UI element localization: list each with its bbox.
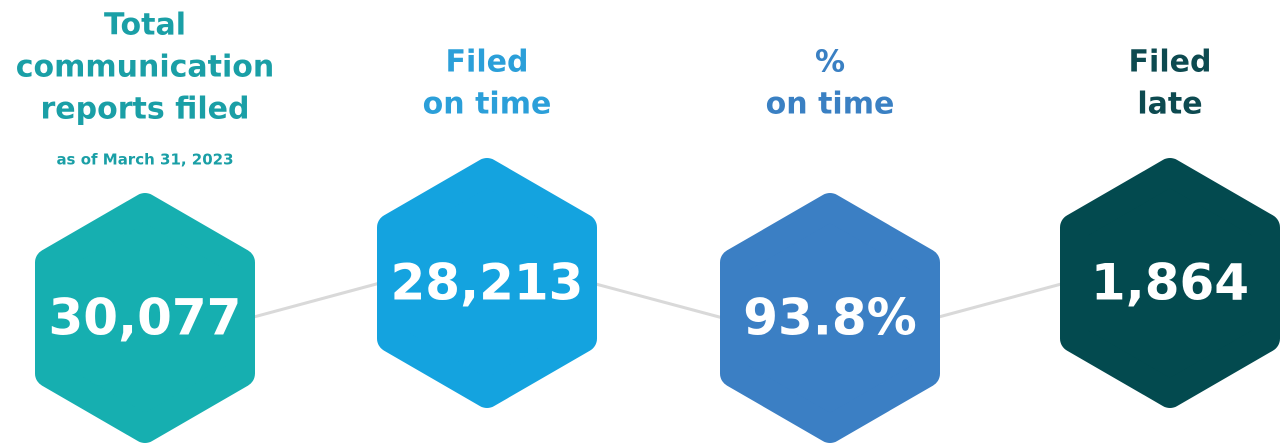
item-title: % <box>815 45 845 80</box>
connector <box>934 281 1066 320</box>
connectors <box>249 281 1066 320</box>
item-value: 30,077 <box>49 289 242 347</box>
item-title: Filed <box>1129 45 1212 80</box>
hexagon <box>1060 158 1280 408</box>
hexagon <box>720 193 940 443</box>
item-title: reports filed <box>40 92 249 127</box>
item-value: 93.8% <box>743 289 916 347</box>
item-title: Total <box>104 8 186 43</box>
hexagon <box>377 158 597 408</box>
item-title: Filed <box>446 45 529 80</box>
item-value: 1,864 <box>1091 254 1249 312</box>
hexagon <box>35 193 255 443</box>
item-title: on time <box>423 87 552 122</box>
item-title: on time <box>766 87 895 122</box>
item-value: 28,213 <box>391 254 584 312</box>
item-title: late <box>1137 87 1202 122</box>
item-title: communication <box>16 50 275 85</box>
item-subtitle: as of March 31, 2023 <box>56 151 233 169</box>
connector <box>591 281 724 320</box>
connector <box>249 281 381 320</box>
